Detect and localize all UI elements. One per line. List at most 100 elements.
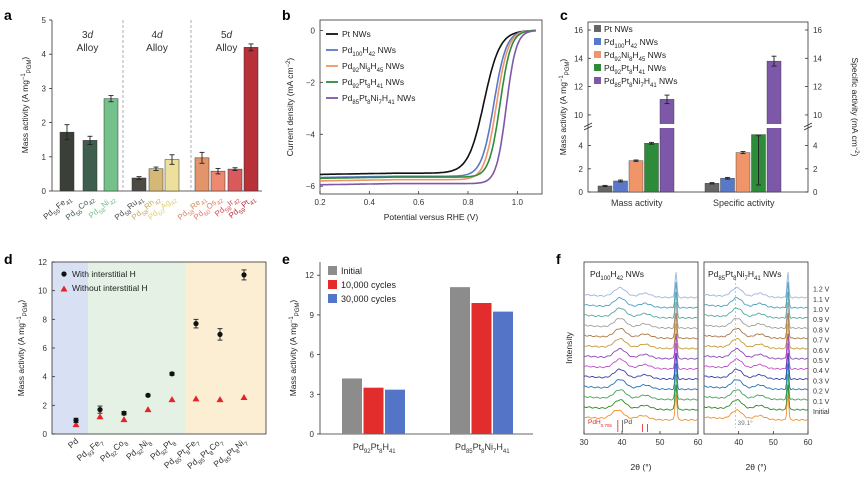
panel-c-ytick-label-left: 4 xyxy=(579,142,584,151)
panel-f-potential-label: 0.8 V xyxy=(813,327,830,334)
panel-b-chart: Potential versus RHE (V) Current density… xyxy=(285,19,543,222)
panel-f-xtick-label: 40 xyxy=(618,438,627,447)
panel-f-xrd-trace xyxy=(583,312,699,340)
panel-d-xtick-label: Pd xyxy=(66,436,81,451)
panel-c-bar xyxy=(613,180,628,193)
panel-d-xtick-label: Pd92Pt8 xyxy=(148,435,179,464)
panel-a-xtick-label: Pd58Ni42 xyxy=(87,193,119,222)
panel-label-a: a xyxy=(4,7,12,23)
panel-f-xrd-trace xyxy=(703,272,809,299)
panel-b-xtick-label: 1.0 xyxy=(512,198,524,207)
panel-b-series-line xyxy=(320,29,536,176)
panel-f-xrd-trace xyxy=(583,333,699,360)
panel-a-group-subtitle: Alloy xyxy=(146,43,168,54)
panel-e-bar xyxy=(493,311,513,434)
panel-c-ytick-label-right: 16 xyxy=(813,26,822,35)
panel-d-point-with-h xyxy=(73,417,79,423)
panel-a-bar xyxy=(227,168,243,192)
panel-b-xtick-label: 0.8 xyxy=(462,198,474,207)
panel-f-potential-label: 0.4 V xyxy=(813,368,830,375)
panel-a-bar xyxy=(103,98,119,192)
panel-c-legend-swatch xyxy=(594,77,601,84)
panel-f-peak-label: 39.1° xyxy=(738,419,754,427)
panel-f-potential-label: 0.9 V xyxy=(813,317,830,324)
panel-d-band-binary xyxy=(88,262,185,434)
panel-c-legend-label: Pt NWs xyxy=(604,24,633,34)
panel-d-ytick-label: 0 xyxy=(43,430,48,439)
panel-c-ytick-label-left: 10 xyxy=(574,111,583,120)
panel-d-legend-marker-with-h xyxy=(61,271,67,277)
panel-e-bar xyxy=(385,389,405,434)
panel-a-ytick-label: 1 xyxy=(42,153,47,162)
panel-c-bar xyxy=(704,183,720,193)
panel-b-ytick-label: −6 xyxy=(306,182,316,191)
panel-f-ref-label-pd: Pd xyxy=(624,419,632,426)
panel-c-legend-swatch xyxy=(594,64,601,71)
panel-d-point-without-h xyxy=(72,421,80,428)
panel-f-xrd-trace xyxy=(584,302,698,330)
panel-f-right-frame xyxy=(703,261,809,435)
panel-f-xtick-label: 60 xyxy=(804,438,813,447)
panel-d-point-with-h xyxy=(121,410,127,416)
panel-a-group-subtitle: Alloy xyxy=(216,43,238,54)
panel-c-xtick-label: Specific activity xyxy=(713,198,775,208)
panel-f-xrd-trace xyxy=(703,312,809,340)
panel-e-legend-swatch xyxy=(328,294,337,303)
panel-f-potential-label: 0.5 V xyxy=(813,358,830,365)
panel-d-point-without-h xyxy=(120,416,128,423)
panel-d-ytick-label: 10 xyxy=(38,287,47,296)
panel-label-b: b xyxy=(282,7,291,23)
panel-a-xtick-label: Pd58Ru41 xyxy=(113,193,147,224)
panel-c-bar xyxy=(720,178,735,193)
panel-a-xtick-label: Pd58Re41 xyxy=(176,193,210,224)
panel-c-ytick-label-left: 12 xyxy=(574,83,583,92)
panel-b-series-line xyxy=(320,29,536,182)
panel-c-ytick-label-right: 0 xyxy=(813,188,818,197)
panel-c-bar-break xyxy=(766,124,782,128)
panel-f-xtick-label: 50 xyxy=(656,438,665,447)
panel-f-xrd-trace xyxy=(583,343,699,370)
panel-f-left-frame xyxy=(583,261,699,435)
panel-f-xtick-label: 50 xyxy=(769,438,778,447)
panel-c-legend-label: Pd85Pt8Ni7H41 NWs xyxy=(604,76,677,89)
panel-f-potential-label: 1.2 V xyxy=(813,287,830,294)
panel-c-ylabel-left: Mass activity (A mg−1PGM) xyxy=(558,59,571,156)
panel-a-group-title: 5d xyxy=(221,30,233,41)
panel-c-ytick-label-left: 2 xyxy=(579,165,584,174)
panel-b-xtick-label: 0.2 xyxy=(314,198,326,207)
panel-label-e: e xyxy=(282,251,290,267)
panel-c-legend-swatch xyxy=(594,38,601,45)
panel-b-frame xyxy=(319,19,543,195)
panel-c-frame xyxy=(587,21,809,193)
panel-c-ytick-label-right: 4 xyxy=(813,142,818,151)
panel-e-legend-label: 10,000 cycles xyxy=(341,280,397,290)
panel-f-xlabel-left: 2θ (°) xyxy=(631,462,652,472)
panel-f-xrd-trace xyxy=(703,343,809,370)
panel-b-series-line xyxy=(320,29,536,180)
panel-b-xlabel: Potential versus RHE (V) xyxy=(384,212,479,222)
panel-c-bar-break xyxy=(659,124,675,128)
panel-f-potential-label: Initial xyxy=(813,409,830,416)
panel-e-legend-label: 30,000 cycles xyxy=(341,294,397,304)
panel-f-ylabel: Intensity xyxy=(564,331,574,363)
panel-c-axis-break xyxy=(583,125,593,131)
panel-c-ylabel-right: Specific activity (mA cm−2) xyxy=(850,58,860,157)
panel-f-xrd-trace xyxy=(703,384,809,411)
panel-d-point-without-h xyxy=(144,406,152,413)
panel-c-axis-break xyxy=(583,122,593,128)
panel-e-bar xyxy=(363,387,384,434)
panel-e-bar xyxy=(342,378,362,434)
panel-e-ylabel: Mass activity (A mg−1PGM) xyxy=(288,300,301,397)
panel-f-potential-label: 0.2 V xyxy=(813,389,830,396)
panel-e-bar xyxy=(450,287,470,434)
panel-b-legend-label: Pd100H42 NWs xyxy=(342,45,396,58)
panel-e-chart: Mass activity (A mg−1PGM) 0 3 6 9 12 Initial… xyxy=(288,262,533,455)
panel-f-left-title: Pd100H42 NWs xyxy=(590,269,644,282)
panel-d-legend-label-without-h: Without interstitial H xyxy=(72,283,148,293)
panel-b-legend-label: Pd92Ni8H45 NWs xyxy=(342,61,404,74)
panel-f-xlabel-right: 2θ (°) xyxy=(746,462,767,472)
panel-f-xrd-trace xyxy=(703,281,809,309)
panel-a-xtick-label: Pd59Pt41 xyxy=(227,193,259,222)
panel-f-xrd-trace xyxy=(703,374,809,401)
panel-f-xrd-trace xyxy=(583,281,699,309)
